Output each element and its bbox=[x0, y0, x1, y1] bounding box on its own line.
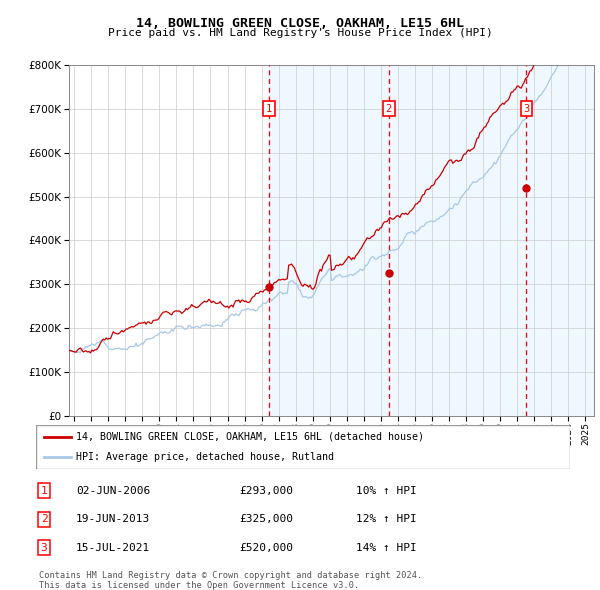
Text: HPI: Average price, detached house, Rutland: HPI: Average price, detached house, Rutl… bbox=[76, 452, 334, 462]
FancyBboxPatch shape bbox=[36, 425, 570, 469]
Text: £325,000: £325,000 bbox=[239, 514, 293, 524]
Text: 3: 3 bbox=[41, 543, 47, 552]
Text: 14% ↑ HPI: 14% ↑ HPI bbox=[356, 543, 417, 552]
Text: This data is licensed under the Open Government Licence v3.0.: This data is licensed under the Open Gov… bbox=[39, 581, 359, 589]
Text: 15-JUL-2021: 15-JUL-2021 bbox=[76, 543, 151, 552]
Text: 1: 1 bbox=[266, 104, 272, 114]
Text: 1: 1 bbox=[41, 486, 47, 496]
Text: 14, BOWLING GREEN CLOSE, OAKHAM, LE15 6HL (detached house): 14, BOWLING GREEN CLOSE, OAKHAM, LE15 6H… bbox=[76, 432, 424, 442]
Text: £520,000: £520,000 bbox=[239, 543, 293, 552]
Text: 19-JUN-2013: 19-JUN-2013 bbox=[76, 514, 151, 524]
Text: 02-JUN-2006: 02-JUN-2006 bbox=[76, 486, 151, 496]
Text: 10% ↑ HPI: 10% ↑ HPI bbox=[356, 486, 417, 496]
Text: 3: 3 bbox=[523, 104, 530, 114]
Text: 2: 2 bbox=[41, 514, 47, 524]
Text: Contains HM Land Registry data © Crown copyright and database right 2024.: Contains HM Land Registry data © Crown c… bbox=[39, 571, 422, 579]
Text: 2: 2 bbox=[386, 104, 392, 114]
Text: £293,000: £293,000 bbox=[239, 486, 293, 496]
Text: 14, BOWLING GREEN CLOSE, OAKHAM, LE15 6HL: 14, BOWLING GREEN CLOSE, OAKHAM, LE15 6H… bbox=[136, 17, 464, 30]
Bar bbox=[269, 65, 600, 416]
Text: Price paid vs. HM Land Registry's House Price Index (HPI): Price paid vs. HM Land Registry's House … bbox=[107, 28, 493, 38]
Text: 12% ↑ HPI: 12% ↑ HPI bbox=[356, 514, 417, 524]
